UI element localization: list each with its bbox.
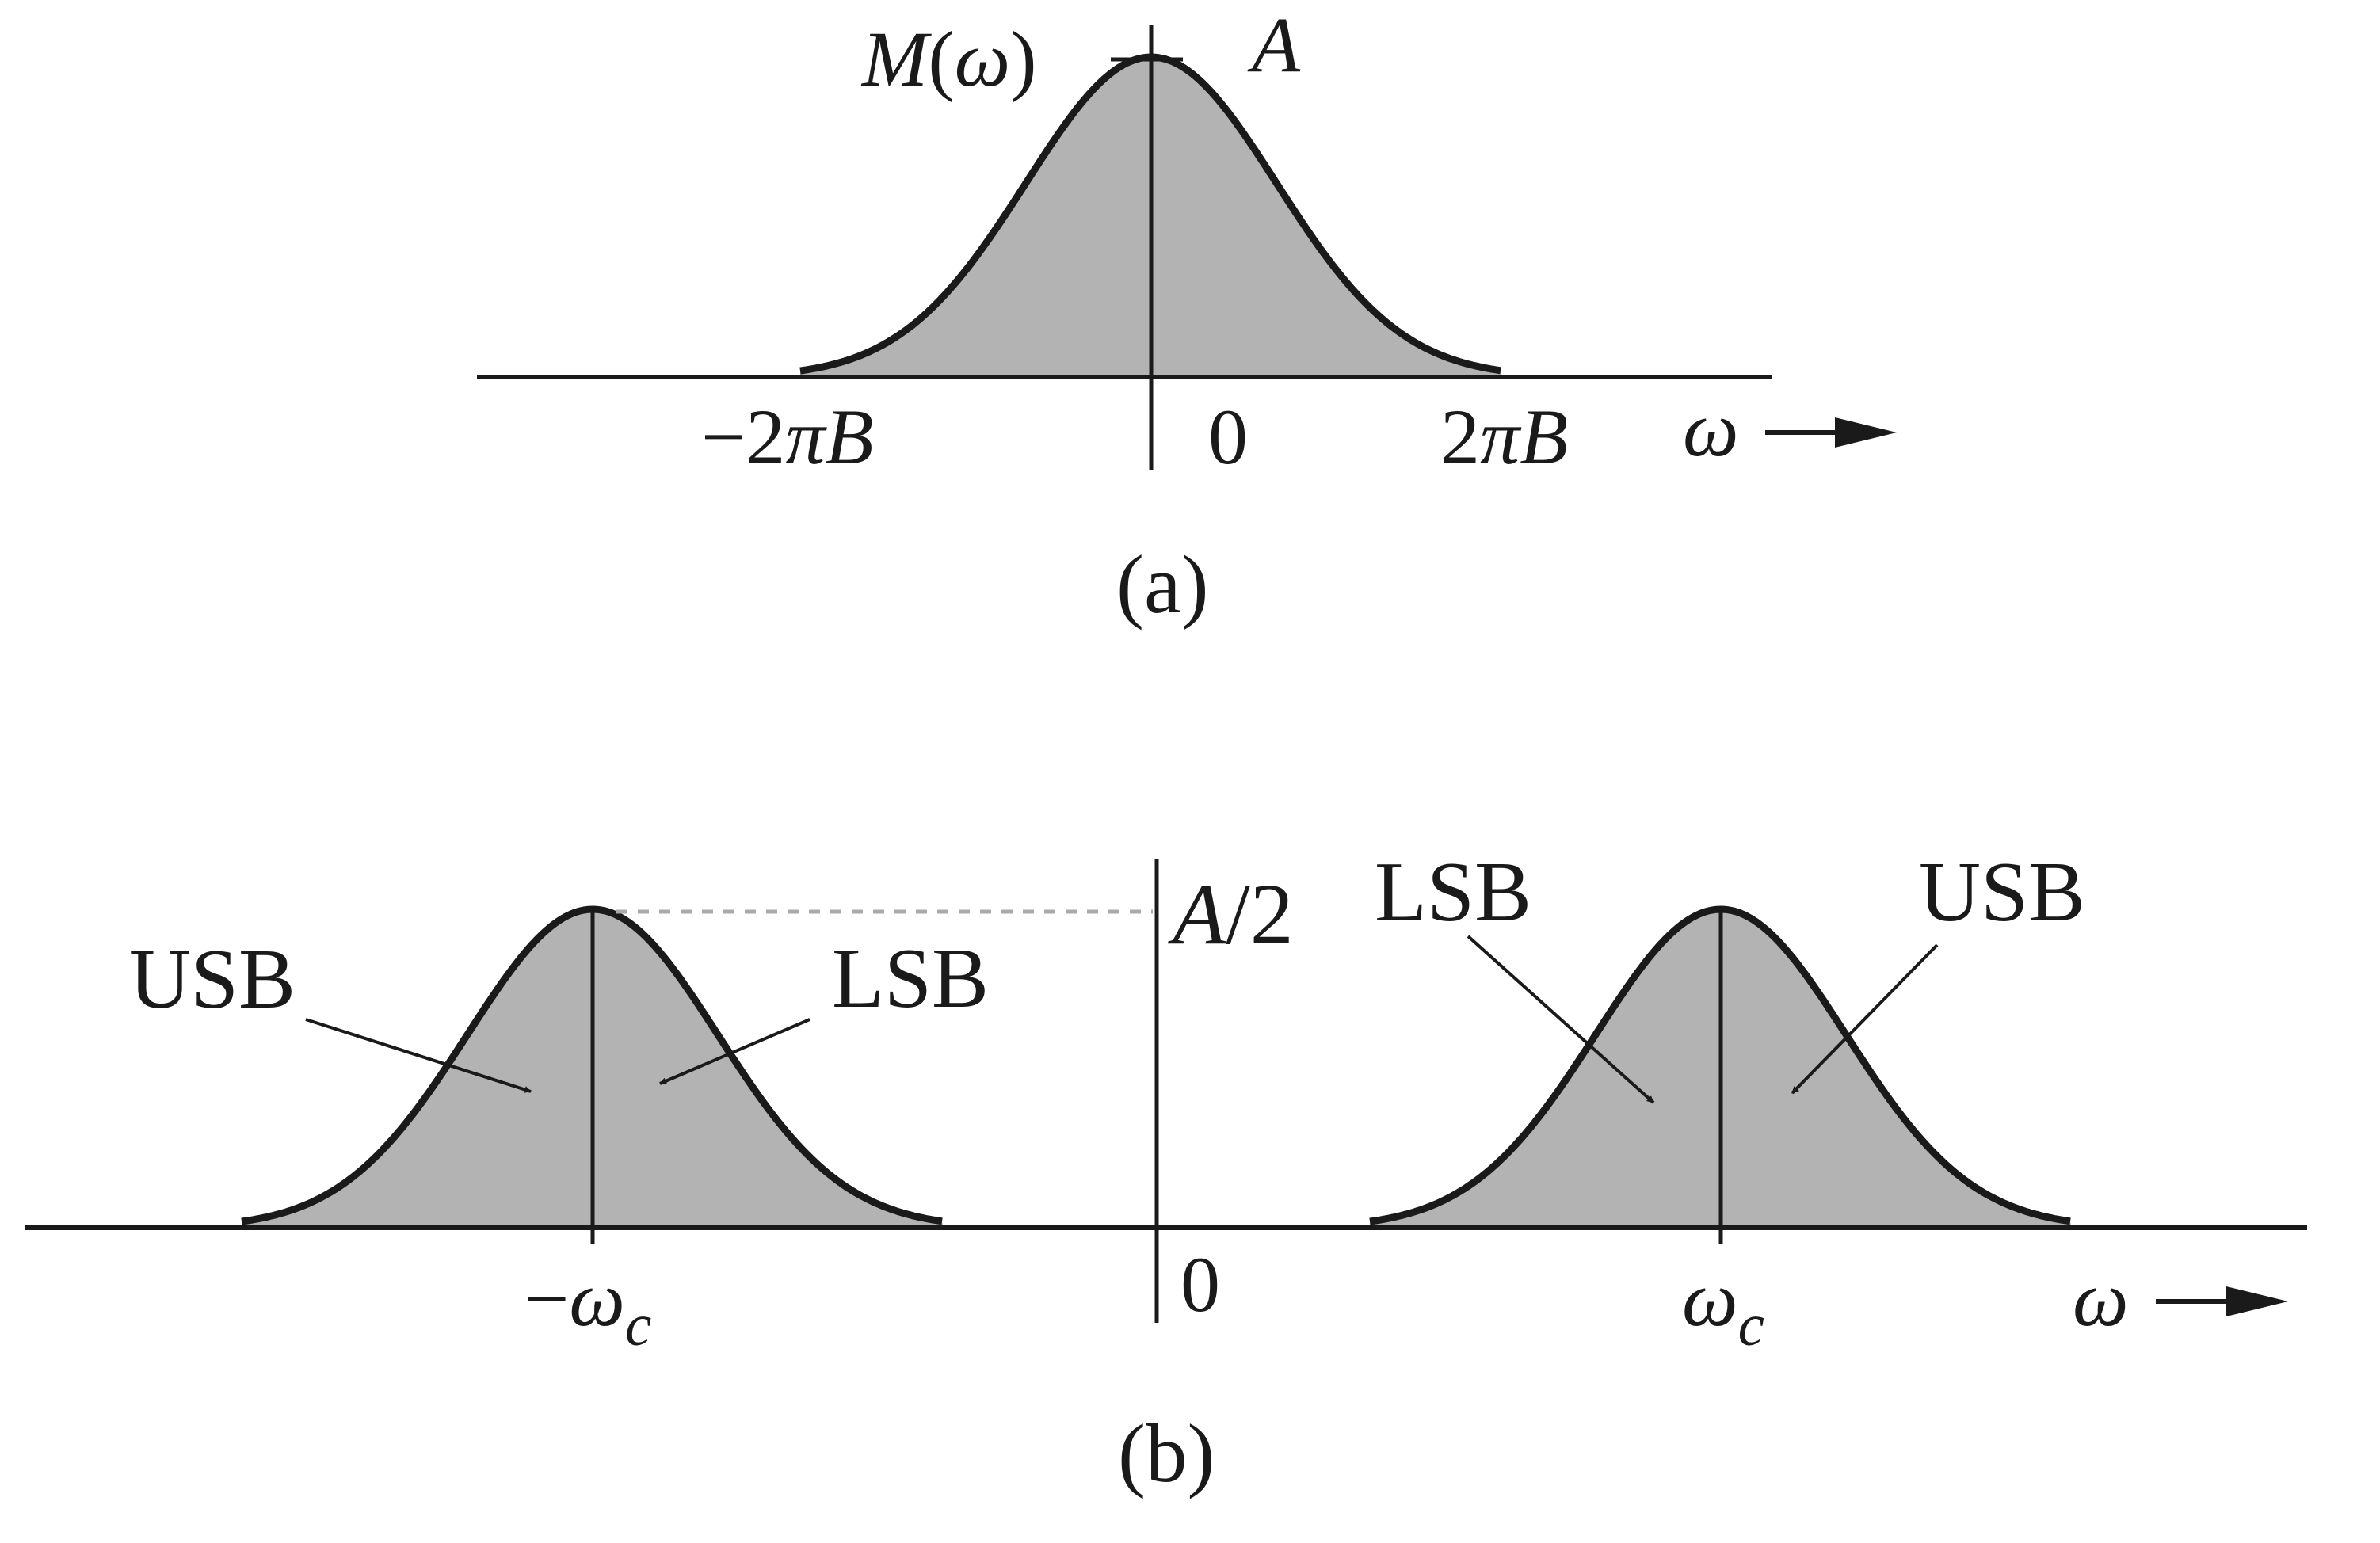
tick-label-pos-2piB: 2πB bbox=[1440, 393, 1568, 481]
pointer-arrow-left-lsb bbox=[659, 1018, 810, 1085]
pointer-arrow-right-usb bbox=[1791, 943, 1939, 1095]
peak-label-b: A/2 bbox=[1167, 866, 1294, 962]
x-axis-label-b: ω bbox=[2073, 1255, 2129, 1343]
tick-label-neg-2piB: −2πB bbox=[701, 393, 874, 481]
tick-label-neg-wc: −ωc bbox=[524, 1255, 651, 1358]
panel-b: A/2 USB LSB LSB USB −ωc 0 ωc ω (b) bbox=[25, 845, 2307, 1499]
x-axis-label-a: ω bbox=[1683, 385, 1739, 473]
right-arrow-icon bbox=[1765, 417, 1897, 448]
sideband-label-right-lsb: LSB bbox=[1375, 845, 1531, 939]
pointer-arrow-left-usb bbox=[305, 1018, 532, 1093]
sideband-label-left-usb: USB bbox=[129, 932, 296, 1027]
caption-b: (b) bbox=[1118, 1407, 1215, 1499]
caption-a: (a) bbox=[1116, 538, 1209, 631]
tick-label-zero-a: 0 bbox=[1208, 393, 1248, 481]
y-axis-label-a: M(ω) bbox=[860, 15, 1037, 103]
tick-label-zero-b: 0 bbox=[1180, 1240, 1220, 1328]
pointer-arrow-right-lsb bbox=[1467, 935, 1655, 1104]
peak-label-a: A bbox=[1247, 1, 1301, 89]
panel-a: M(ω) A −2πB 0 2πB ω (a) bbox=[477, 1, 1897, 631]
right-arrow-icon bbox=[2156, 1286, 2288, 1316]
sideband-label-right-usb: USB bbox=[1919, 845, 2085, 939]
tick-label-pos-wc: ωc bbox=[1682, 1255, 1764, 1358]
sideband-label-left-lsb: LSB bbox=[832, 932, 989, 1026]
